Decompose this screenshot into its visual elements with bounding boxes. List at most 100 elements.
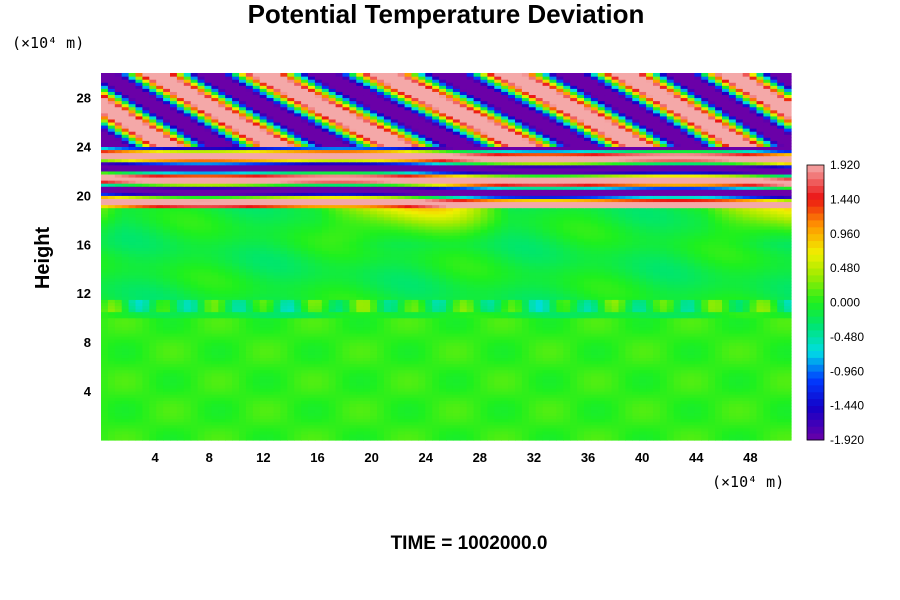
heatmap-cell bbox=[673, 436, 682, 441]
heatmap-cell bbox=[211, 412, 219, 417]
heatmap-cell bbox=[266, 397, 275, 401]
heatmap-cell bbox=[749, 436, 758, 441]
heatmap-cell bbox=[328, 397, 337, 401]
heatmap-cell bbox=[418, 409, 426, 414]
heatmap-cell bbox=[570, 348, 578, 352]
heatmap-cell bbox=[308, 360, 316, 365]
heatmap-cell bbox=[521, 348, 530, 352]
heatmap-cell bbox=[335, 342, 344, 346]
heatmap-cell bbox=[659, 339, 668, 343]
heatmap-cell bbox=[611, 381, 620, 386]
heatmap-cell bbox=[446, 403, 454, 407]
heatmap-cell bbox=[653, 430, 661, 435]
heatmap-cell bbox=[466, 369, 475, 374]
heatmap-cell bbox=[218, 430, 226, 435]
heatmap-cell bbox=[639, 406, 647, 411]
heatmap-cell bbox=[480, 366, 488, 371]
heatmap-cell bbox=[176, 394, 185, 398]
heatmap-cell bbox=[280, 381, 288, 386]
heatmap-cell bbox=[590, 433, 599, 438]
heatmap-cell bbox=[390, 436, 399, 441]
heatmap-cell bbox=[197, 436, 206, 441]
heatmap-cell bbox=[356, 403, 364, 407]
heatmap-cell bbox=[239, 412, 247, 417]
heatmap-cell bbox=[590, 345, 599, 349]
heatmap-cell bbox=[742, 415, 751, 420]
heatmap-cell bbox=[487, 415, 495, 420]
heatmap-cell bbox=[107, 369, 116, 374]
heatmap-cell bbox=[245, 369, 254, 374]
heatmap-cell bbox=[432, 366, 440, 371]
heatmap-cell bbox=[287, 342, 295, 346]
heatmap-cell bbox=[239, 378, 247, 383]
heatmap-cell bbox=[287, 427, 295, 432]
heatmap-cell bbox=[280, 339, 288, 343]
heatmap-cell bbox=[487, 354, 495, 359]
heatmap-cell bbox=[266, 363, 275, 368]
heatmap-cell bbox=[259, 424, 268, 429]
heatmap-cell bbox=[515, 354, 523, 359]
heatmap-cell bbox=[563, 388, 571, 392]
heatmap-cell bbox=[446, 366, 454, 371]
heatmap-cell bbox=[266, 406, 275, 411]
heatmap-cell bbox=[749, 400, 758, 404]
heatmap-cell bbox=[556, 375, 564, 380]
heatmap-cell bbox=[625, 397, 633, 401]
heatmap-cell bbox=[722, 372, 730, 377]
heatmap-cell bbox=[225, 339, 233, 343]
heatmap-cell bbox=[425, 369, 433, 374]
heatmap-cell bbox=[170, 430, 178, 435]
heatmap-cell bbox=[294, 369, 302, 374]
heatmap-cell bbox=[494, 384, 502, 389]
heatmap-cell bbox=[446, 436, 454, 441]
heatmap-cell bbox=[487, 391, 495, 395]
heatmap-cell bbox=[625, 388, 633, 392]
heatmap-cell bbox=[225, 418, 233, 423]
heatmap-cell bbox=[301, 430, 309, 435]
heatmap-cell bbox=[604, 339, 613, 343]
heatmap-cell bbox=[742, 427, 751, 432]
heatmap-cell bbox=[349, 400, 357, 404]
heatmap-cell bbox=[680, 397, 689, 401]
heatmap-cell bbox=[639, 415, 647, 420]
heatmap-cell bbox=[335, 363, 344, 368]
heatmap-cell bbox=[273, 351, 281, 355]
heatmap-cell bbox=[176, 381, 185, 386]
heatmap-cell bbox=[708, 375, 716, 380]
heatmap-cell bbox=[535, 354, 544, 359]
heatmap-cell bbox=[487, 369, 495, 374]
heatmap-cell bbox=[252, 384, 261, 389]
heatmap-cell bbox=[549, 336, 557, 340]
heatmap-cell bbox=[728, 406, 737, 411]
heatmap-cell bbox=[377, 412, 385, 417]
heatmap-cell bbox=[356, 351, 364, 355]
heatmap-cell bbox=[149, 372, 157, 377]
heatmap-cell bbox=[570, 403, 578, 407]
heatmap-cell bbox=[742, 372, 751, 377]
heatmap-cell bbox=[280, 409, 288, 414]
heatmap-cell bbox=[618, 360, 626, 365]
heatmap-cell bbox=[459, 409, 468, 414]
heatmap-cell bbox=[101, 342, 109, 346]
heatmap-cell bbox=[363, 400, 371, 404]
heatmap-cell bbox=[735, 391, 744, 395]
heatmap-cell bbox=[411, 394, 419, 398]
heatmap-cell bbox=[156, 388, 164, 392]
heatmap-cell bbox=[252, 345, 261, 349]
heatmap-cell bbox=[646, 433, 654, 438]
heatmap-cell bbox=[411, 378, 419, 383]
heatmap-cell bbox=[404, 424, 413, 429]
heatmap-cell bbox=[356, 433, 364, 438]
heatmap-cell bbox=[294, 345, 302, 349]
heatmap-cell bbox=[604, 378, 613, 383]
heatmap-cell bbox=[728, 391, 737, 395]
heatmap-cell bbox=[101, 406, 109, 411]
heatmap-cell bbox=[452, 354, 461, 359]
heatmap-cell bbox=[211, 339, 219, 343]
heatmap-cell bbox=[142, 336, 150, 340]
heatmap-cell bbox=[508, 430, 516, 435]
heatmap-cell bbox=[715, 339, 723, 343]
heatmap-cell bbox=[128, 360, 137, 365]
heatmap-cell bbox=[170, 421, 178, 426]
heatmap-cell bbox=[590, 421, 599, 426]
